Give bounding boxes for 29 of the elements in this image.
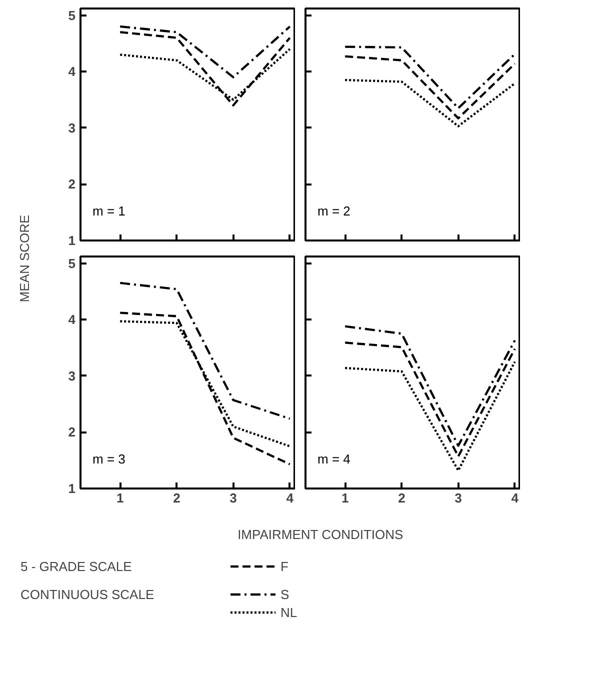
y-tick-label: 1 — [68, 233, 76, 248]
y-tick-label: 1 — [68, 481, 76, 496]
x-tick-label: 3 — [454, 490, 462, 506]
y-tick-label: 2 — [68, 176, 76, 192]
y-tick-label: 5 — [68, 256, 76, 271]
x-axis-title: IMPAIRMENT CONDITIONS — [238, 527, 404, 542]
annotation: m = 1 — [92, 204, 126, 218]
annotation: m = 3 — [92, 452, 126, 466]
x-tick-label: 2 — [398, 490, 406, 506]
legend-label: NL — [280, 605, 298, 620]
x-tick-label: 3 — [230, 490, 237, 506]
x-tick-label: 4 — [511, 490, 520, 506]
y-tick-label: 2 — [68, 424, 76, 440]
y-tick-label: 4 — [68, 312, 76, 328]
text: 5 - GRADE SCALE — [20, 559, 132, 574]
legend-label: F — [280, 559, 288, 574]
x-tick-label: 4 — [286, 490, 294, 506]
y-tick-label: 4 — [68, 64, 76, 80]
y-tick-label: 3 — [68, 368, 76, 384]
text: CONTINUOUS SCALE — [20, 587, 154, 602]
y-tick-label: 5 — [68, 8, 76, 23]
legend-label: S — [280, 587, 290, 602]
y-axis-title: MEAN SCORE — [17, 214, 32, 302]
y-tick-label: 3 — [68, 120, 76, 136]
x-tick-label: 2 — [173, 490, 180, 506]
x-tick-label: 1 — [116, 490, 124, 506]
x-tick-label: 1 — [341, 490, 349, 506]
annotation: m = 4 — [318, 452, 350, 466]
annotation: m = 2 — [318, 204, 350, 218]
